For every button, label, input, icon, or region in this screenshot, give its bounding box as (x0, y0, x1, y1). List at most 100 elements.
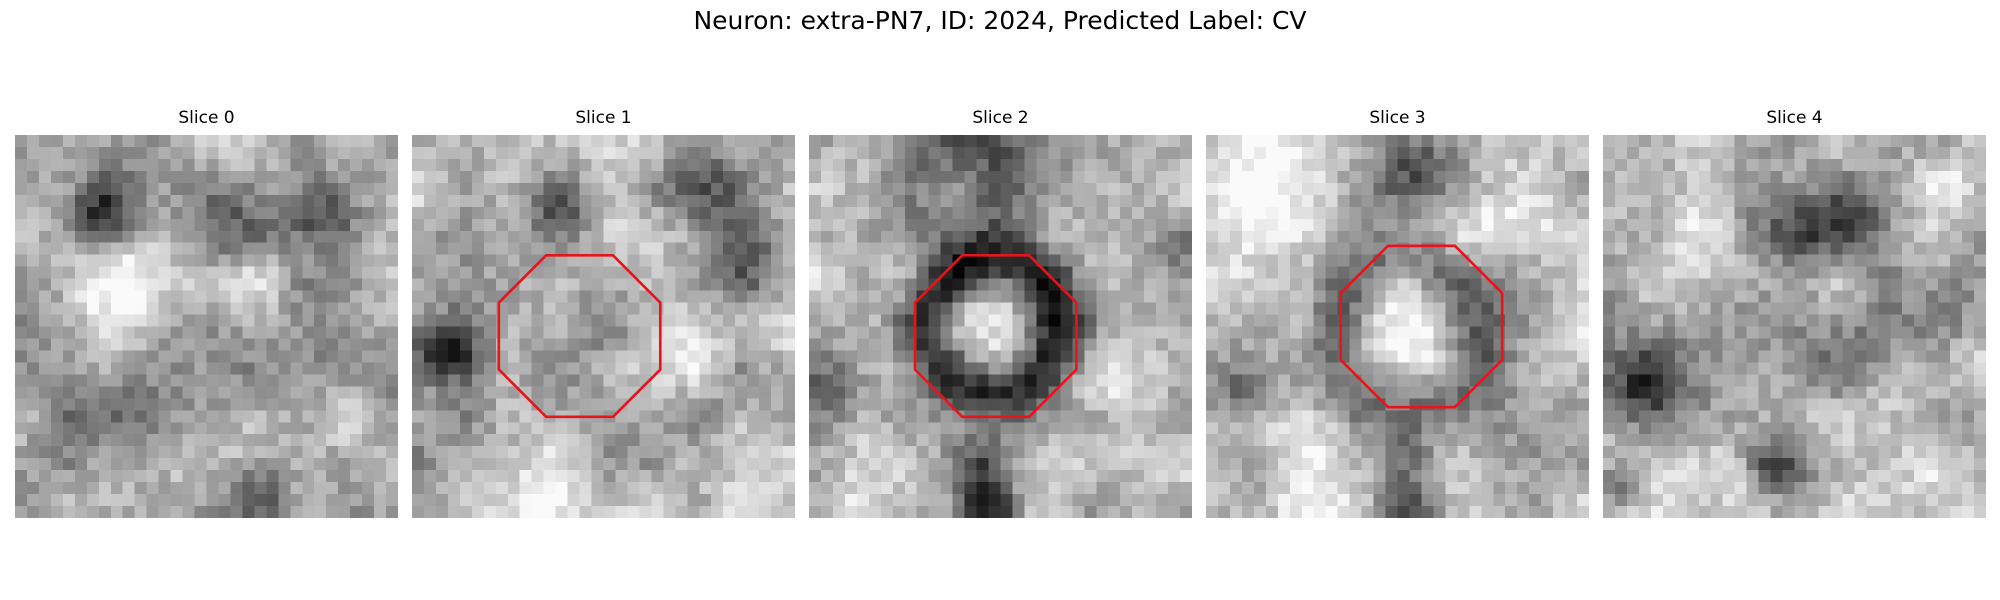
pixel (15, 470, 28, 483)
pixel (134, 338, 147, 351)
pixel (1493, 182, 1506, 196)
pixel (1168, 410, 1181, 423)
pixel (1806, 146, 1819, 160)
pixel (1950, 434, 1963, 447)
pixel (134, 170, 147, 184)
pixel (1385, 314, 1398, 327)
pixel (350, 446, 363, 459)
pixel (74, 182, 88, 196)
pixel (1818, 194, 1831, 208)
pixel (374, 374, 387, 387)
pixel (326, 350, 339, 363)
pixel (412, 494, 425, 507)
pixel (206, 410, 219, 423)
pixel (290, 374, 303, 387)
pixel (639, 254, 652, 267)
pixel (1036, 278, 1049, 291)
pixel (1168, 218, 1181, 231)
pixel (531, 206, 544, 220)
pixel (26, 410, 40, 423)
pixel (1156, 194, 1169, 208)
pixel (374, 314, 387, 327)
pixel (1758, 374, 1771, 387)
pixel (699, 410, 712, 423)
pixel (1108, 446, 1121, 459)
pixel (1409, 206, 1422, 220)
pixel (1565, 146, 1578, 160)
pixel (230, 278, 243, 291)
pixel (591, 386, 604, 399)
pixel (1758, 206, 1771, 220)
pixel (1674, 398, 1688, 411)
pixel (1120, 158, 1133, 172)
pixel (74, 290, 88, 303)
pixel (1686, 374, 1699, 387)
pixel (747, 182, 760, 196)
pixel (1397, 494, 1410, 507)
pixel (603, 146, 616, 160)
pixel (302, 278, 315, 291)
pixel (1626, 242, 1640, 255)
pixel (1962, 290, 1975, 303)
pixel (759, 135, 772, 148)
pixel (639, 146, 652, 160)
pixel (1385, 230, 1398, 243)
pixel (1361, 350, 1374, 363)
pixel (1565, 446, 1578, 459)
pixel (723, 458, 736, 471)
pixel (1024, 326, 1037, 339)
pixel (194, 135, 207, 148)
pixel (687, 170, 700, 184)
pixel (1938, 374, 1951, 387)
pixel (350, 206, 363, 220)
pixel (1349, 398, 1362, 411)
pixel (1132, 350, 1145, 363)
pixel (1866, 302, 1879, 315)
pixel (699, 230, 712, 243)
pixel (15, 230, 28, 243)
pixel (1818, 146, 1831, 160)
pixel (1445, 422, 1458, 435)
pixel (1060, 482, 1073, 495)
pixel (1614, 434, 1628, 447)
pixel (86, 170, 100, 184)
pixel (62, 206, 76, 220)
pixel (1674, 422, 1688, 435)
pixel (206, 218, 219, 231)
pixel (326, 470, 339, 483)
pixel (1241, 338, 1255, 351)
pixel (290, 218, 303, 231)
pixel (507, 182, 520, 196)
pixel (1710, 146, 1723, 160)
pixel (1638, 458, 1652, 471)
pixel (1180, 218, 1192, 231)
pixel (62, 362, 76, 375)
pixel (603, 135, 616, 148)
pixel (1962, 230, 1975, 243)
pixel (1409, 470, 1422, 483)
pixel (1217, 470, 1231, 483)
pixel (483, 338, 497, 351)
pixel (711, 386, 724, 399)
pixel (1072, 482, 1085, 495)
pixel (735, 482, 748, 495)
pixel (567, 422, 580, 435)
pixel (1265, 470, 1279, 483)
pixel (1156, 494, 1169, 507)
pixel (206, 278, 219, 291)
pixel (1373, 182, 1386, 196)
pixel (579, 254, 592, 267)
pixel (1229, 290, 1243, 303)
pixel (1662, 410, 1676, 423)
pixel (1096, 482, 1109, 495)
pixel (820, 506, 834, 518)
pixel (1024, 362, 1037, 375)
pixel (1301, 278, 1314, 291)
pixel (1060, 182, 1073, 196)
pixel (1603, 350, 1616, 363)
pixel (1758, 135, 1771, 148)
pixel (98, 266, 111, 279)
pixel (735, 182, 748, 196)
pixel (699, 386, 712, 399)
pixel (1553, 494, 1566, 507)
